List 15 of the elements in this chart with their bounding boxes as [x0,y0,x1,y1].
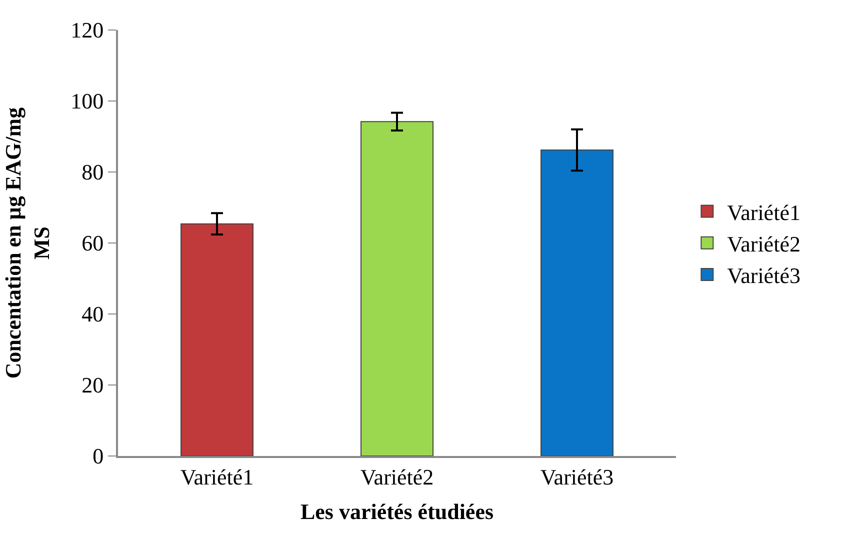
legend-label: Variété1 [727,200,800,225]
legend-label: Variété3 [727,263,800,288]
y-tick-label: 0 [92,444,104,469]
y-tick-label: 100 [70,88,104,114]
y-tick-label: 120 [70,18,104,43]
y-axis-title: Concentation en µg EAG/mg MS [0,107,54,379]
x-tick-label: Variété1 [180,464,254,490]
legend-label: Variété2 [727,231,800,256]
y-tick-label: 20 [82,372,104,398]
y-tick-label: 80 [82,160,104,185]
x-tick-label: Variété3 [540,464,614,490]
x-tick-label: Variété2 [360,464,434,490]
y-tick-label: 40 [82,302,104,327]
x-axis-title: Les variétés étudiées [300,498,494,524]
y-tick-label: 60 [82,230,104,256]
